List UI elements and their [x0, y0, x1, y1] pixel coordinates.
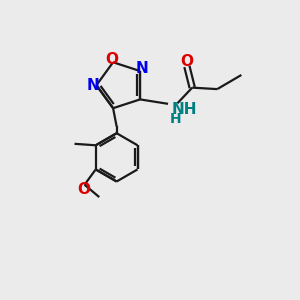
Text: N: N	[86, 78, 99, 93]
Text: H: H	[169, 112, 181, 126]
Text: O: O	[180, 54, 194, 69]
Text: NH: NH	[172, 102, 197, 117]
Text: O: O	[105, 52, 118, 68]
Text: O: O	[77, 182, 90, 197]
Text: N: N	[136, 61, 149, 76]
